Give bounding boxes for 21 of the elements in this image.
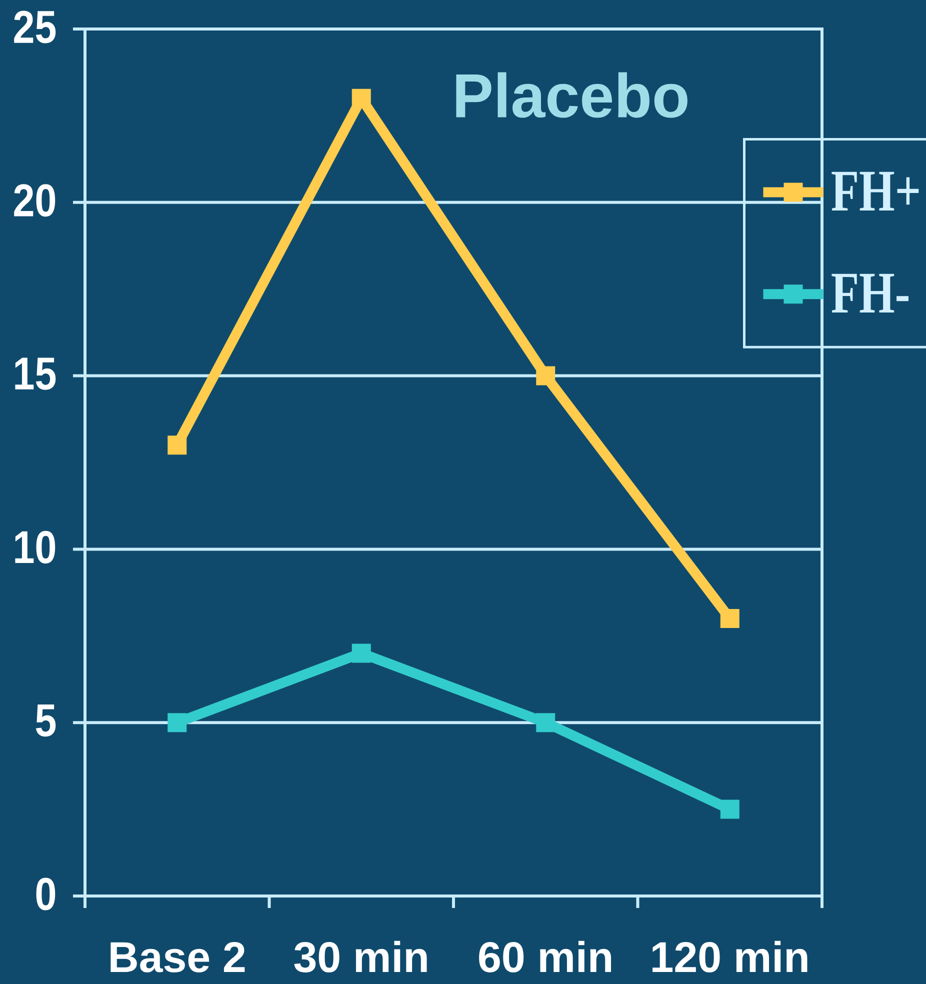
legend-label: FH-: [832, 274, 908, 312]
y-tick-label: 15: [15, 358, 56, 390]
x-tick-label: 30 min: [294, 940, 427, 972]
point: [536, 366, 556, 386]
point: [536, 713, 556, 732]
y-tick-label: 10: [15, 530, 56, 564]
legend-label: FH+: [832, 172, 919, 211]
y-tick-label: 5: [36, 704, 56, 737]
y-tick-label: 25: [14, 10, 56, 44]
y-tick-label: 0: [36, 878, 56, 910]
point: [352, 644, 371, 663]
x-tick-label: Base 2: [110, 942, 245, 972]
x-tick-label: 120 min: [652, 940, 808, 972]
point: [720, 800, 740, 819]
text: Placebo: [456, 72, 688, 118]
y-tick-label: 20: [14, 184, 56, 217]
point: [720, 609, 740, 628]
x-tick-label: 60 min: [479, 940, 612, 972]
point: [352, 88, 371, 108]
point: [168, 436, 187, 455]
point: [168, 713, 187, 732]
